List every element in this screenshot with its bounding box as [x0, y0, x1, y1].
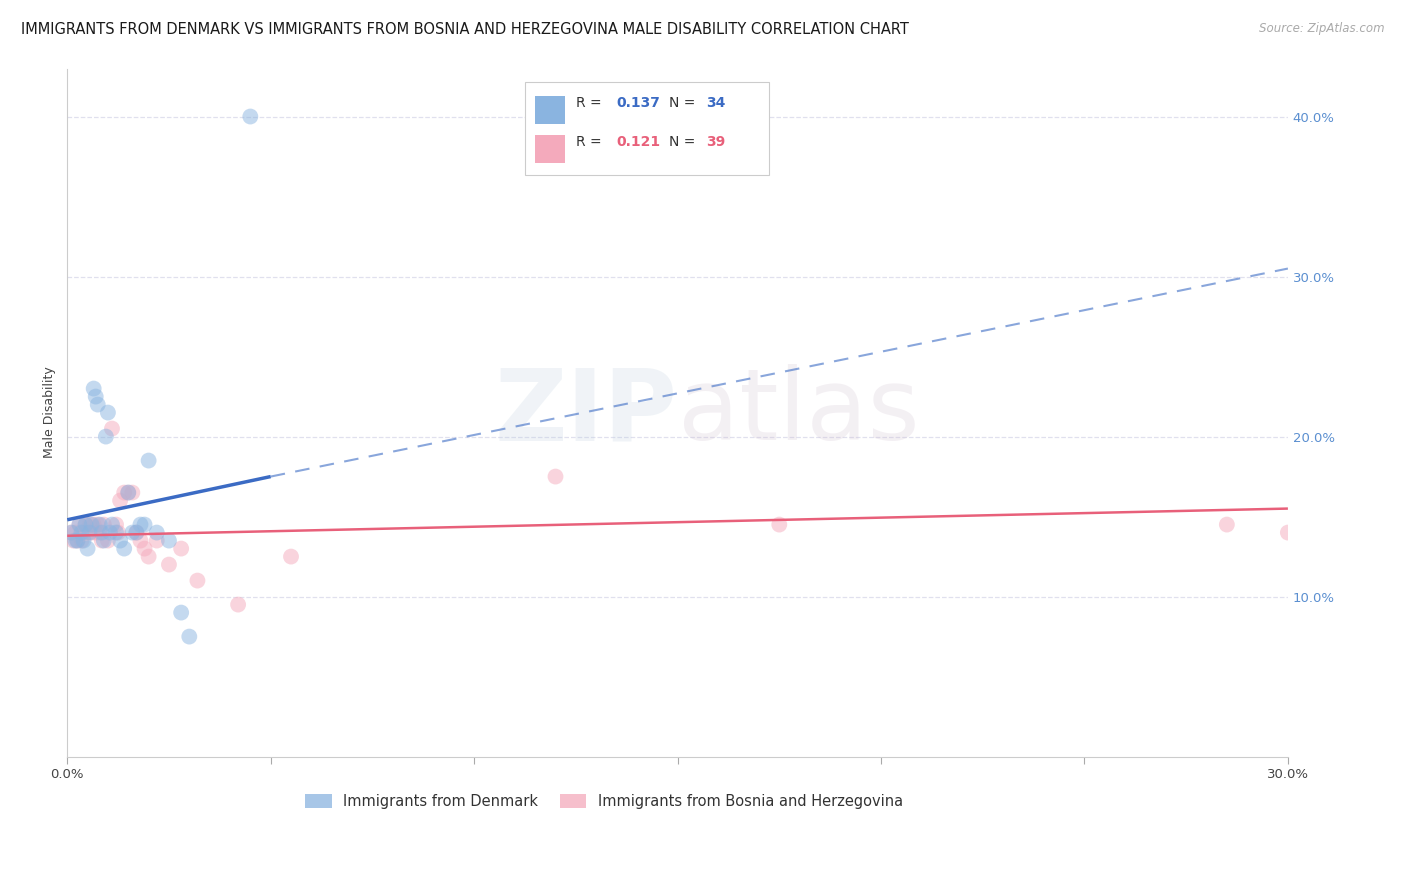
Point	[170, 606, 193, 620]
Point	[70, 525, 93, 540]
Point	[239, 110, 262, 124]
FancyBboxPatch shape	[524, 82, 769, 175]
Point	[93, 517, 115, 532]
Point	[121, 525, 143, 540]
Point	[226, 598, 249, 612]
Point	[170, 541, 193, 556]
Point	[90, 525, 112, 540]
Point	[105, 517, 128, 532]
Point	[107, 525, 129, 540]
Text: 39: 39	[706, 136, 725, 149]
Point	[60, 525, 83, 540]
Point	[145, 533, 167, 548]
Point	[179, 630, 201, 644]
Point	[89, 525, 111, 540]
Point	[80, 517, 103, 532]
Point	[84, 525, 107, 540]
Point	[101, 421, 124, 435]
Point	[544, 469, 567, 483]
Point	[67, 517, 90, 532]
Text: R =: R =	[576, 96, 606, 110]
Point	[98, 525, 121, 540]
Point	[112, 541, 135, 556]
Point	[94, 429, 117, 443]
Point	[65, 525, 87, 540]
Point	[87, 517, 110, 532]
Point	[72, 525, 94, 540]
Point	[65, 533, 87, 548]
Point	[97, 406, 120, 420]
Point	[75, 517, 97, 532]
Point	[80, 525, 103, 540]
Point	[125, 525, 148, 540]
Point	[157, 533, 180, 548]
Point	[76, 525, 98, 540]
Point	[101, 517, 124, 532]
Legend: Immigrants from Denmark, Immigrants from Bosnia and Herzegovina: Immigrants from Denmark, Immigrants from…	[299, 788, 910, 814]
Point	[84, 390, 107, 404]
Y-axis label: Male Disability: Male Disability	[44, 367, 56, 458]
Point	[108, 533, 131, 548]
Point	[134, 517, 156, 532]
Point	[117, 485, 139, 500]
Point	[186, 574, 208, 588]
Point	[66, 533, 89, 548]
Point	[157, 558, 180, 572]
Point	[117, 485, 139, 500]
Text: N =: N =	[669, 96, 700, 110]
Point	[280, 549, 302, 564]
Point	[72, 533, 94, 548]
FancyBboxPatch shape	[534, 96, 565, 124]
Point	[108, 493, 131, 508]
Text: Source: ZipAtlas.com: Source: ZipAtlas.com	[1260, 22, 1385, 36]
Point	[768, 517, 790, 532]
Point	[83, 517, 105, 532]
Point	[129, 517, 152, 532]
Point	[125, 525, 148, 540]
Point	[138, 453, 160, 467]
Point	[87, 398, 110, 412]
Point	[1216, 517, 1239, 532]
Text: 0.121: 0.121	[617, 136, 661, 149]
Point	[62, 533, 84, 548]
Point	[134, 541, 156, 556]
Point	[79, 525, 101, 540]
Point	[121, 485, 143, 500]
Point	[83, 382, 105, 396]
Text: IMMIGRANTS FROM DENMARK VS IMMIGRANTS FROM BOSNIA AND HERZEGOVINA MALE DISABILIT: IMMIGRANTS FROM DENMARK VS IMMIGRANTS FR…	[21, 22, 908, 37]
Point	[138, 549, 160, 564]
Point	[112, 485, 135, 500]
Point	[145, 525, 167, 540]
Point	[70, 533, 93, 548]
Text: N =: N =	[669, 136, 700, 149]
Text: ZIP: ZIP	[495, 364, 678, 461]
FancyBboxPatch shape	[534, 136, 565, 162]
Point	[60, 525, 83, 540]
Point	[67, 517, 90, 532]
Point	[97, 533, 120, 548]
Point	[76, 541, 98, 556]
Point	[1277, 525, 1299, 540]
Point	[129, 533, 152, 548]
Point	[89, 517, 111, 532]
Point	[90, 533, 112, 548]
Text: 34: 34	[706, 96, 725, 110]
Point	[75, 517, 97, 532]
Text: 0.137: 0.137	[617, 96, 661, 110]
Point	[66, 533, 89, 548]
Text: R =: R =	[576, 136, 606, 149]
Text: atlas: atlas	[678, 364, 920, 461]
Point	[93, 533, 115, 548]
Point	[79, 517, 101, 532]
Point	[105, 525, 128, 540]
